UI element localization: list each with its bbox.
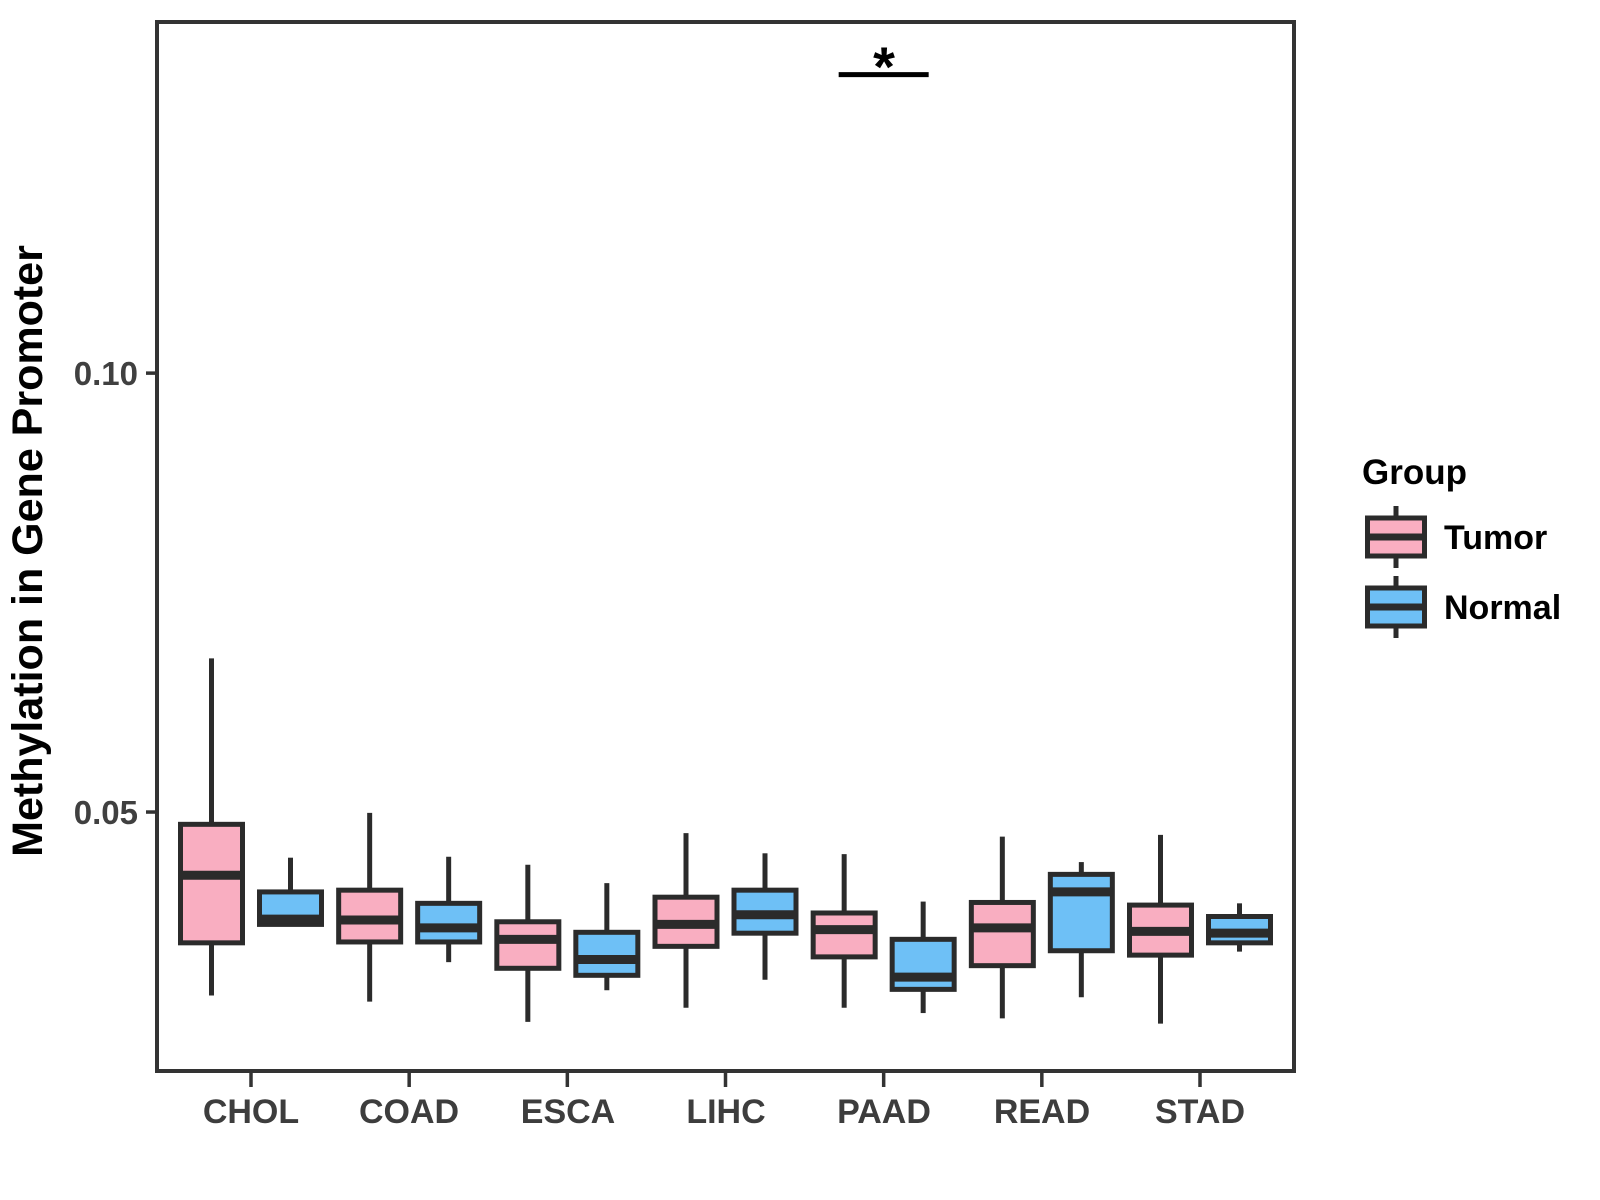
box-chol-tumor <box>178 658 245 996</box>
box-stad-normal <box>1206 903 1273 952</box>
x-axis-label-chol: CHOL <box>203 1093 299 1131</box>
box-lihc-tumor <box>652 833 720 1008</box>
box-coad-normal <box>415 856 483 963</box>
box-paad-tumor <box>810 854 878 1008</box>
x-axis-label-coad: COAD <box>359 1093 459 1131</box>
x-axis-label-stad: STAD <box>1155 1093 1245 1131</box>
legend-label-normal: Normal <box>1444 589 1561 627</box>
x-axis-label-lihc: LIHC <box>686 1093 765 1131</box>
legend-glyph-normal <box>1365 576 1427 638</box>
axis-ticks-layer <box>146 371 1202 1087</box>
box-read-tumor <box>968 836 1036 1019</box>
box-coad-tumor <box>336 812 404 1002</box>
plot-panel-border <box>155 20 1296 1073</box>
y-tick-label-005: 0.05 <box>74 794 138 831</box>
box-lihc-normal <box>731 853 799 980</box>
box-chol-normal <box>257 857 324 927</box>
legend-title: Group <box>1362 453 1467 492</box>
y-tick-label-010: 0.10 <box>74 355 138 392</box>
significance-star: * <box>873 35 895 98</box>
box-read-normal <box>1047 862 1115 998</box>
legend-label-tumor: Tumor <box>1444 519 1547 557</box>
y-axis-title: Methylation in Gene Promoter <box>4 245 52 857</box>
box-esca-tumor <box>494 864 562 1022</box>
boxplot-series-layer <box>178 658 1273 1024</box>
x-axis-label-read: READ <box>994 1093 1090 1131</box>
legend-key-glyphs <box>1365 506 1427 638</box>
legend-glyph-tumor <box>1365 506 1427 568</box>
box-esca-normal <box>573 883 641 991</box>
box-stad-tumor <box>1127 834 1194 1024</box>
x-axis-label-paad: PAAD <box>837 1093 931 1131</box>
plot-panel <box>157 22 1294 1071</box>
x-axis-label-esca: ESCA <box>521 1093 615 1131</box>
box-paad-normal <box>889 901 957 1014</box>
